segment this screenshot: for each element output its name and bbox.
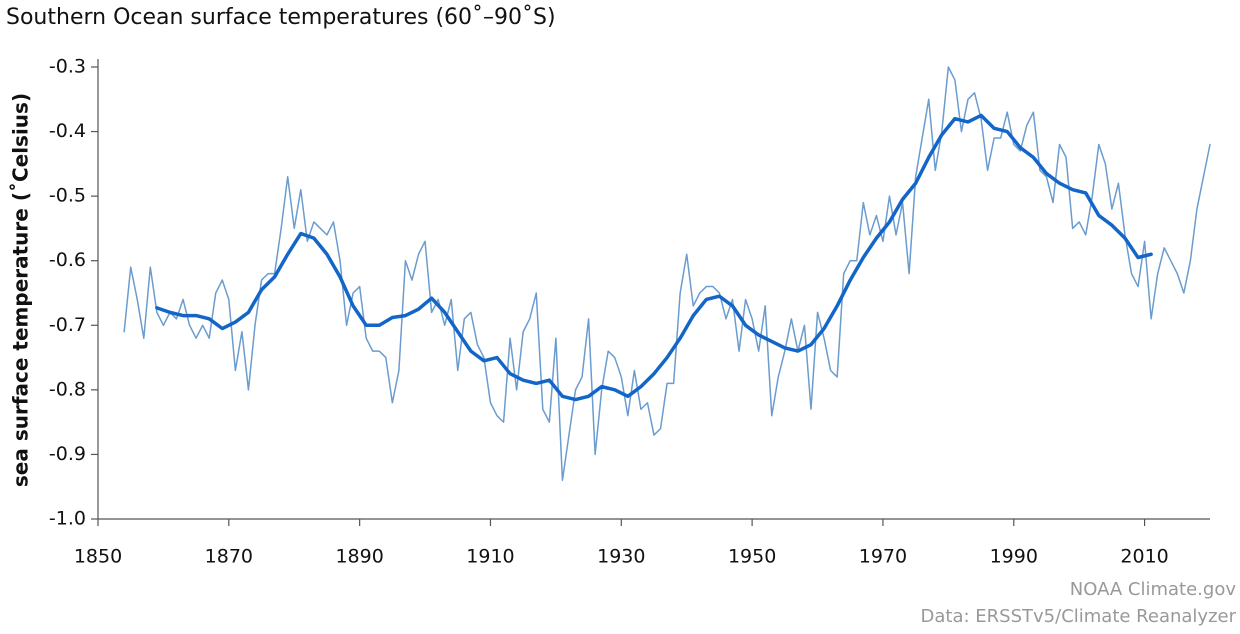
- credit: Data: ERSSTv5/Climate Reanalyzer: [921, 606, 1237, 627]
- y-tick-label: -1.0: [49, 508, 86, 530]
- x-tick-label: 1890: [335, 546, 383, 568]
- y-tick-label: -0.4: [49, 120, 86, 142]
- x-tick-label: 1930: [597, 546, 645, 568]
- y-tick-label: -0.7: [49, 314, 86, 336]
- x-tick-label: 1970: [859, 546, 907, 568]
- x-tick-label: 1870: [205, 546, 253, 568]
- y-tick-label: -0.8: [49, 378, 86, 400]
- credit: NOAA Climate.gov: [1070, 579, 1237, 600]
- y-tick-label: -0.3: [49, 56, 86, 78]
- y-axis-label: sea surface temperature (˚Celsius): [9, 93, 33, 487]
- x-tick-label: 1950: [728, 546, 776, 568]
- x-tick-label: 2010: [1120, 546, 1168, 568]
- chart-title: Southern Ocean surface temperatures (60˚…: [6, 5, 556, 30]
- data-line: [123, 66, 1211, 482]
- x-tick-label: 1850: [74, 546, 122, 568]
- data-line: [155, 113, 1153, 402]
- x-tick-label: 1910: [466, 546, 514, 568]
- y-tick-label: -0.5: [49, 185, 86, 207]
- y-tick-label: -0.6: [49, 249, 86, 271]
- x-tick-label: 1990: [990, 546, 1038, 568]
- y-tick-label: -0.9: [49, 443, 86, 465]
